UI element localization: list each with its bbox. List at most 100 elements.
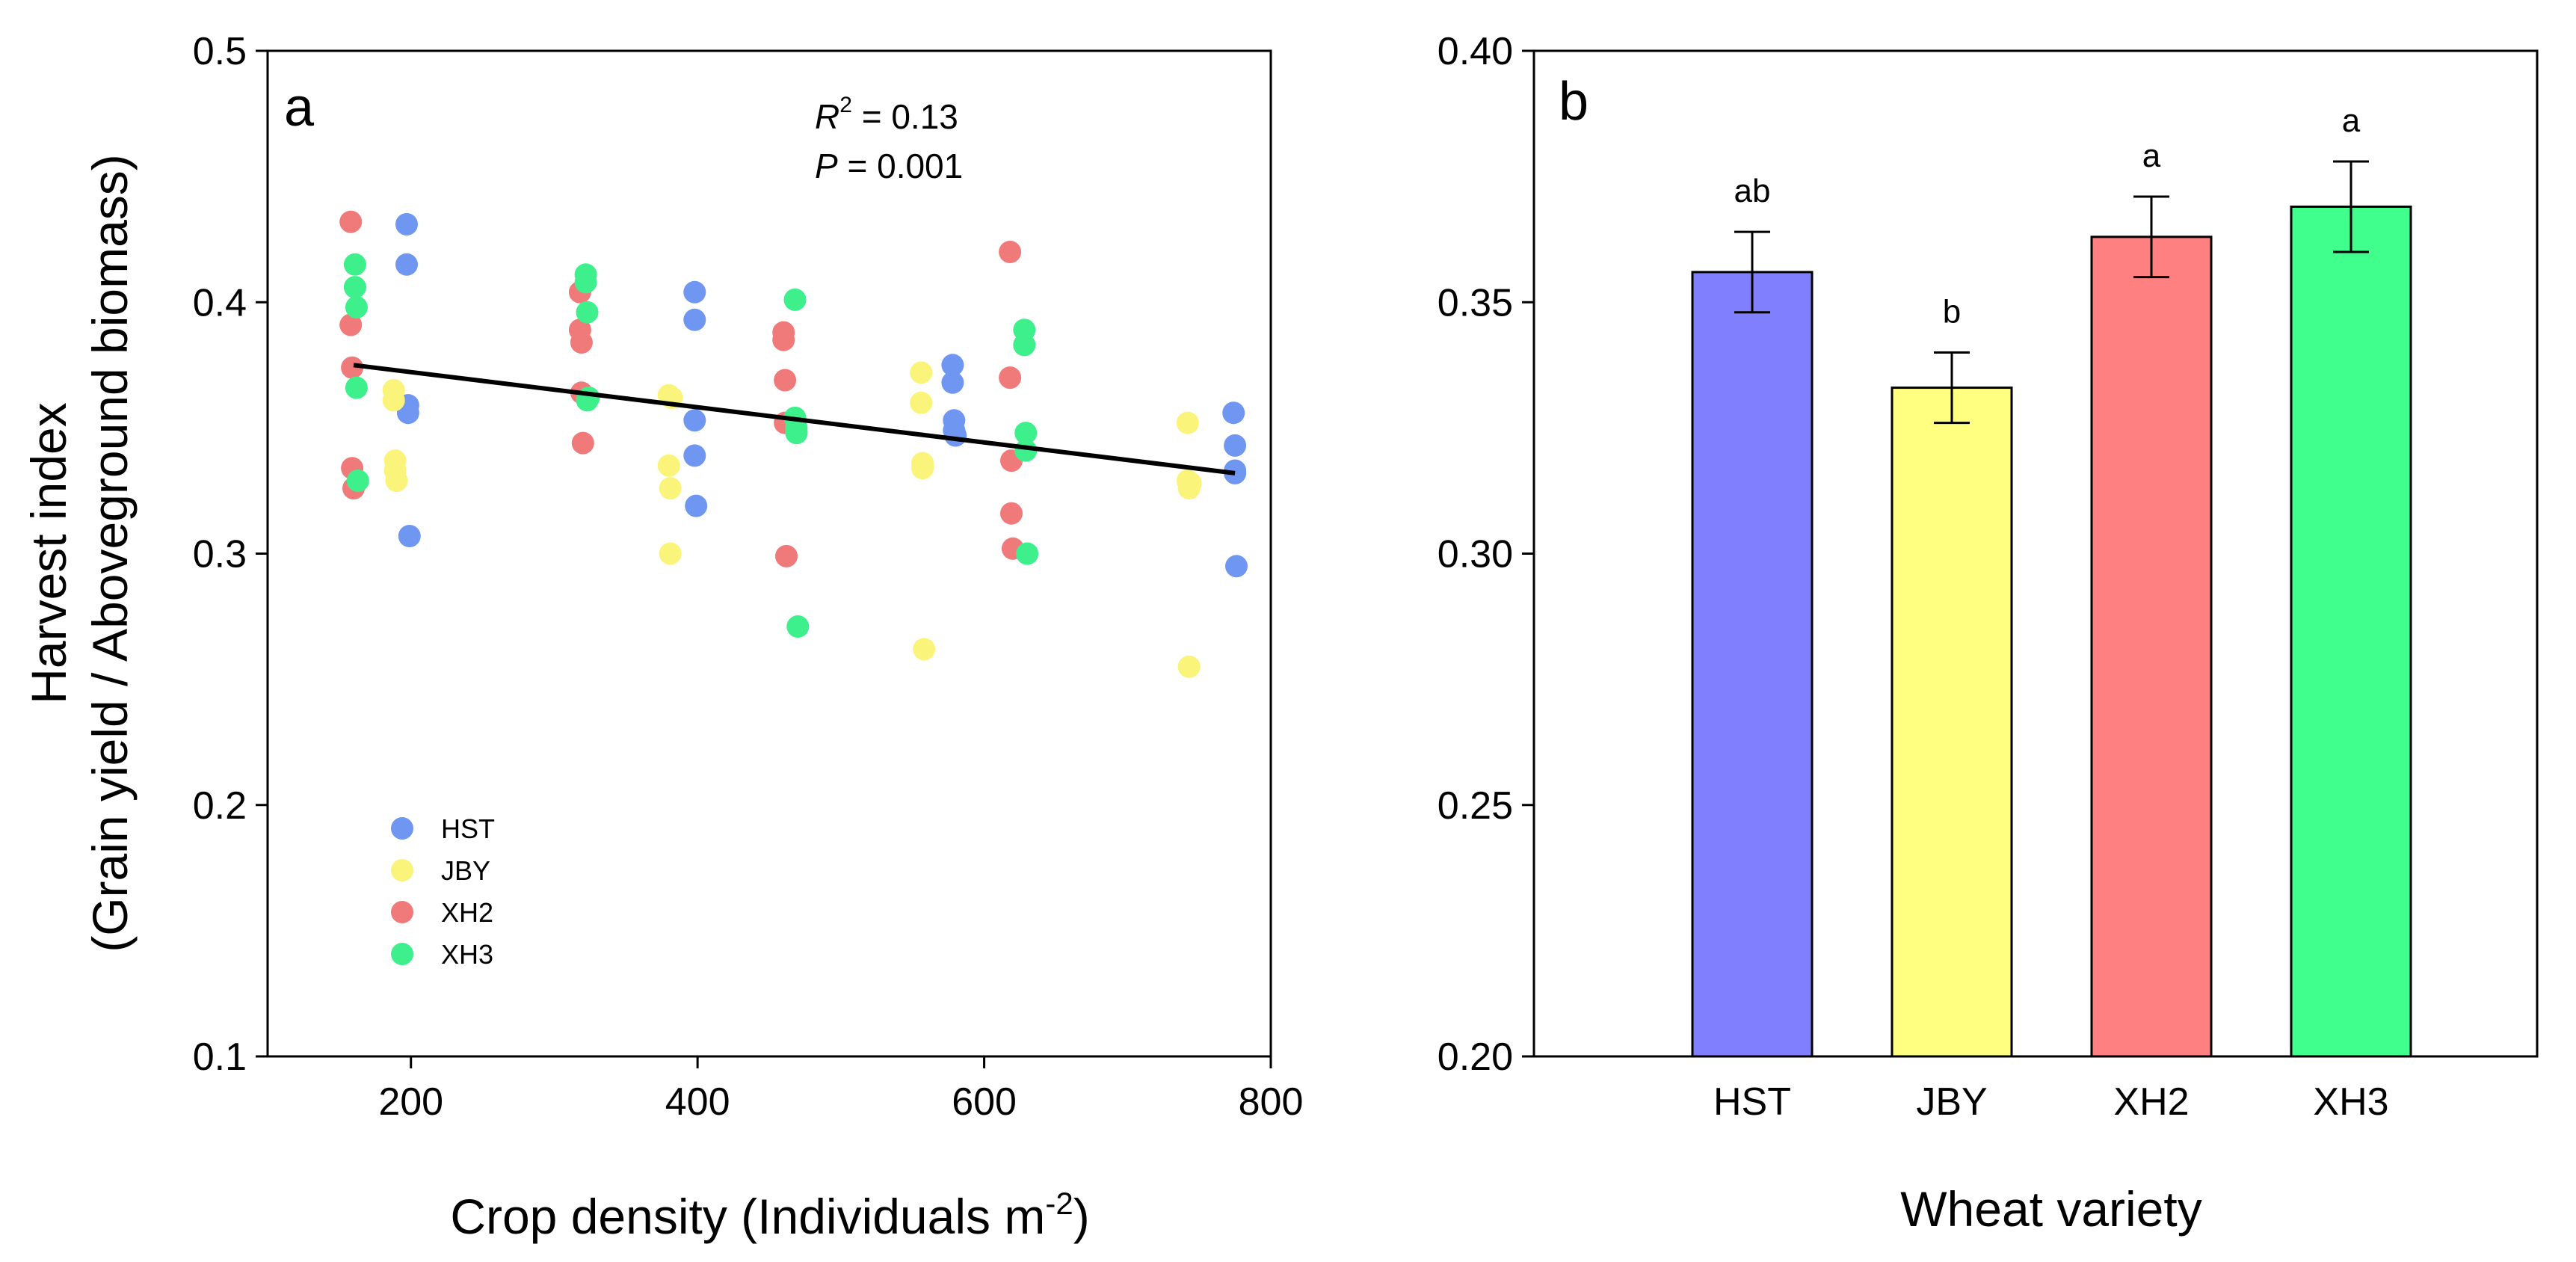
bar-xh2 [2090, 236, 2213, 1058]
data-point-hst [683, 308, 706, 331]
r-squared-annotation: R2 = 0.13 [815, 93, 958, 136]
x-tick-label: 200 [378, 1080, 443, 1124]
data-point-hst [1222, 401, 1245, 425]
data-point-jby [657, 454, 680, 477]
data-point-jby [910, 361, 933, 384]
panel-a-frame [266, 49, 1272, 1058]
legend: HST JBY XH2 XH3 [391, 813, 495, 970]
data-point-hst [683, 409, 706, 432]
x-axis-title-b: Wheat variety [1900, 1181, 2201, 1237]
data-point-jby [659, 542, 682, 565]
bar-xh3 [2290, 205, 2412, 1058]
legend-label-xh3: XH3 [441, 939, 493, 970]
y-tick-label: 0.2 [193, 784, 247, 828]
data-point-xh2 [570, 331, 593, 354]
p-value-annotation: P = 0.001 [815, 147, 963, 185]
panel-b-letter: b [1559, 72, 1589, 132]
legend-label-hst: HST [441, 813, 495, 844]
data-point-jby [659, 477, 682, 500]
y-tick-label: 0.1 [193, 1035, 247, 1079]
y-tick-label: 0.35 [1438, 281, 1513, 324]
significance-letter-xh2: a [2142, 138, 2161, 174]
data-point-jby [1177, 655, 1201, 678]
data-point-jby [911, 457, 934, 480]
panel-a-letter: a [284, 78, 315, 138]
data-point-xh3 [1016, 542, 1039, 565]
data-point-xh2 [571, 431, 594, 455]
data-point-hst [398, 525, 421, 547]
data-point-xh2 [339, 210, 363, 233]
category-label-jby: JBY [1916, 1080, 1987, 1124]
data-point-jby [1176, 411, 1199, 434]
x-tick-label: 400 [665, 1080, 730, 1124]
y-tick-label: 0.40 [1438, 30, 1513, 73]
data-point-jby [382, 389, 405, 412]
legend-marker-xh2 [391, 901, 413, 923]
data-point-hst [941, 371, 964, 394]
data-point-hst [941, 354, 964, 377]
panel-a-scatter: 0.1 0.2 0.3 0.4 0.5 200 400 600 800 a R2 = 0.13… [21, 30, 1303, 1244]
data-point-xh3 [1014, 422, 1038, 445]
data-point-xh3 [345, 296, 368, 318]
data-point-xh3 [577, 387, 600, 409]
legend-label-xh2: XH2 [441, 897, 493, 928]
data-point-hst [685, 494, 708, 517]
data-point-hst [395, 213, 418, 236]
data-point-hst [683, 444, 706, 467]
y-tick-label: 0.30 [1438, 533, 1513, 576]
data-point-xh2 [775, 544, 798, 567]
data-point-jby [913, 638, 936, 661]
data-point-xh3 [783, 288, 807, 311]
data-point-xh2 [774, 369, 797, 392]
legend-marker-xh3 [391, 943, 413, 965]
data-point-xh3 [574, 271, 597, 294]
data-point-xh3 [345, 376, 368, 399]
bar-hst [1691, 271, 1814, 1058]
x-tick-label: 600 [952, 1080, 1017, 1124]
legend-marker-jby [391, 859, 413, 881]
y-axis-ticks: 0.1 0.2 0.3 0.4 0.5 [193, 30, 268, 1079]
category-label-xh2: XH2 [2113, 1080, 2189, 1124]
legend-marker-hst [391, 817, 413, 840]
x-axis-title: Crop density (Individuals m-2) [450, 1186, 1089, 1244]
data-point-jby [910, 391, 933, 414]
data-point-xh2 [1000, 502, 1023, 525]
data-point-xh2 [341, 356, 364, 379]
scatter-points [339, 210, 1248, 678]
data-point-hst [1224, 434, 1247, 457]
data-point-xh2 [999, 241, 1022, 263]
data-point-hst [944, 424, 967, 447]
data-point-xh3 [343, 253, 366, 276]
significance-letter-jby: b [1943, 294, 1961, 330]
data-point-xh3 [346, 470, 369, 492]
x-tick-label: 800 [1239, 1080, 1304, 1124]
bar-jby [1891, 387, 2013, 1058]
y-tick-label: 0.5 [193, 30, 247, 73]
data-point-xh3 [343, 276, 366, 299]
data-point-hst [395, 253, 418, 276]
significance-letter-xh3: a [2342, 102, 2361, 139]
data-point-xh3 [1013, 333, 1036, 357]
y-axis-ticks: 0.20 0.25 0.30 0.35 0.40 [1438, 30, 1534, 1079]
data-point-xh3 [786, 615, 810, 638]
data-point-xh2 [772, 328, 795, 351]
y-tick-label: 0.4 [193, 281, 247, 324]
y-tick-label: 0.3 [193, 533, 247, 576]
legend-label-jby: JBY [441, 855, 490, 886]
data-point-hst [683, 280, 706, 304]
category-label-hst: HST [1713, 1080, 1791, 1124]
data-point-hst [1224, 461, 1247, 484]
x-axis-ticks: 200 400 600 800 [378, 1056, 1303, 1124]
regression-line [353, 363, 1236, 475]
data-point-xh2 [339, 313, 363, 336]
x-category-labels: HST JBY XH2 XH3 [1713, 1080, 2389, 1124]
data-point-hst [1225, 555, 1248, 578]
y-tick-label: 0.20 [1438, 1035, 1513, 1079]
y-tick-label: 0.25 [1438, 784, 1513, 828]
data-point-xh3 [576, 301, 599, 324]
y-axis-title-line2: (Grain yield / Aboveground biomass) [82, 154, 138, 952]
data-point-xh2 [999, 366, 1022, 390]
y-axis-title-line1: Harvest index [21, 402, 76, 704]
